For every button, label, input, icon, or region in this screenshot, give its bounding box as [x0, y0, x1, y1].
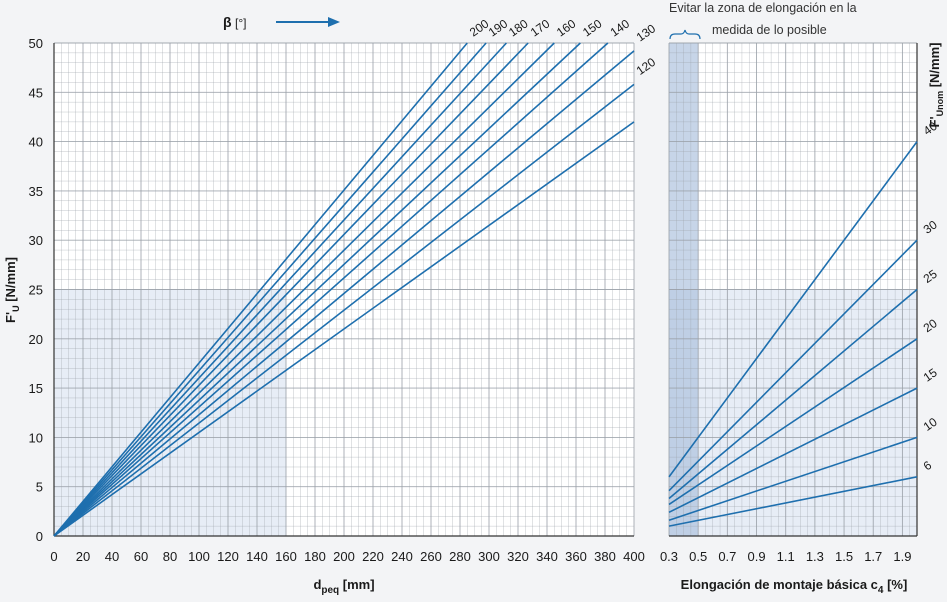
- nominal-force-label: 10: [921, 415, 940, 434]
- beta-series-line: [53, 42, 507, 537]
- right-panel: 0.3 0.5 0.7 0.9 1.1 1.3 1.5 1.7 1.9 403025201510…: [660, 1, 945, 596]
- nominal-force-label: 6: [921, 458, 935, 473]
- left-panel: 0 20 40 60 80 100 120 140 160 180 200 220 240 260 280 3…: [3, 14, 658, 596]
- right-x-tick-label: 1.3: [806, 549, 824, 564]
- left-x-tick-label: 100: [188, 549, 210, 564]
- nominal-force-line: [668, 338, 918, 506]
- avoid-zone-note-line-1: Evitar la zona de elongación en la: [669, 1, 857, 15]
- left-x-tick-label: 140: [246, 549, 268, 564]
- beta-axis-unit: [°]: [235, 16, 246, 30]
- beta-series-label: 160: [554, 16, 579, 39]
- nominal-force-line: [668, 141, 918, 478]
- nominal-force-line: [668, 387, 918, 514]
- beta-series-line: [53, 50, 635, 537]
- left-x-tick-label: 40: [105, 549, 119, 564]
- left-x-tick-label: 220: [362, 549, 384, 564]
- beta-series-line: [53, 42, 609, 537]
- right-x-tick-label: 0.9: [747, 549, 765, 564]
- left-x-tick-label: 80: [163, 549, 177, 564]
- nominal-force-label: 20: [921, 316, 940, 335]
- beta-series-label: 140: [608, 16, 633, 39]
- beta-series-line: [53, 42, 487, 537]
- right-x-tick-label: 0.7: [718, 549, 736, 564]
- right-x-tick-label: 1.5: [835, 549, 853, 564]
- left-x-tick-label: 320: [507, 549, 529, 564]
- beta-series-line: [53, 83, 635, 537]
- left-x-tick-label: 340: [536, 549, 558, 564]
- left-x-tick-label: 60: [134, 549, 148, 564]
- right-x-tick-label: 0.3: [660, 549, 678, 564]
- left-x-tick-labels: 0 20 40 60 80 100 120 140 160 180 200 220 240 260 280 3…: [50, 549, 644, 564]
- right-x-tick-label: 1.1: [777, 549, 795, 564]
- left-y-tick-label: 50: [29, 36, 43, 51]
- right-x-tick-labels: 0.3 0.5 0.7 0.9 1.1 1.3 1.5 1.7 1.9: [660, 549, 911, 564]
- left-y-tick-label: 25: [29, 283, 43, 298]
- right-grid: [668, 42, 918, 537]
- left-y-axis-title: F'U [N/mm]: [3, 257, 21, 323]
- beta-series-label: 130: [634, 21, 659, 44]
- nominal-force-line: [668, 239, 918, 492]
- nominal-force-label: 15: [921, 365, 940, 384]
- left-x-tick-label: 300: [478, 549, 500, 564]
- left-x-tick-label: 0: [50, 549, 57, 564]
- nominal-force-line: [668, 288, 918, 500]
- left-y-tick-label: 5: [36, 480, 43, 495]
- right-x-axis-title: Elongación de montaje básica c4 [%]: [681, 577, 908, 596]
- beta-series-line: [53, 42, 555, 537]
- left-x-tick-label: 120: [217, 549, 239, 564]
- beta-series-label: 120: [634, 55, 659, 78]
- beta-series-line: [53, 121, 635, 537]
- beta-axis-title: β: [223, 14, 232, 30]
- left-x-tick-label: 160: [275, 549, 297, 564]
- left-y-tick-label: 45: [29, 85, 43, 100]
- left-y-tick-label: 20: [29, 332, 43, 347]
- right-series-lines: [668, 141, 918, 527]
- right-x-tick-label: 1.9: [893, 549, 911, 564]
- left-x-tick-label: 400: [623, 549, 645, 564]
- right-x-tick-label: 0.5: [689, 549, 707, 564]
- beta-arrow-head: [328, 17, 340, 27]
- left-x-tick-label: 240: [391, 549, 413, 564]
- nominal-force-label: 30: [921, 217, 940, 236]
- left-x-tick-label: 260: [420, 549, 442, 564]
- beta-series-line: [53, 42, 581, 537]
- left-y-tick-label: 40: [29, 135, 43, 150]
- left-y-tick-label: 10: [29, 430, 43, 445]
- left-x-tick-label: 280: [449, 549, 471, 564]
- left-series-lines: [53, 42, 635, 537]
- left-x-axis-title: dpeq [mm]: [313, 577, 374, 596]
- left-y-tick-label: 30: [29, 233, 43, 248]
- left-y-tick-label: 15: [29, 381, 43, 396]
- right-y-axis-title: F'Unom [N/mm]: [927, 43, 945, 128]
- beta-series-label: 170: [528, 16, 553, 39]
- left-x-tick-label: 360: [565, 549, 587, 564]
- nominal-force-line: [668, 436, 918, 521]
- nominal-force-label: 25: [921, 267, 940, 286]
- avoid-zone-brace: [669, 29, 701, 40]
- left-y-tick-label: 0: [36, 529, 43, 544]
- beta-series-label: 150: [580, 16, 605, 39]
- beta-series-line: [53, 42, 529, 537]
- left-y-tick-label: 35: [29, 184, 43, 199]
- left-x-tick-label: 20: [76, 549, 90, 564]
- left-y-tick-labels: 0 5 10 15 20 25 30 35 40 45 50: [29, 36, 43, 544]
- nominal-force-line: [668, 476, 918, 527]
- avoid-zone-note-line-2: medida de lo posible: [712, 23, 827, 37]
- right-x-tick-label: 1.7: [864, 549, 882, 564]
- left-x-tick-label: 380: [594, 549, 616, 564]
- beta-series-line: [53, 42, 468, 537]
- left-x-tick-label: 200: [333, 549, 355, 564]
- left-grid: [53, 42, 635, 537]
- left-x-tick-label: 180: [304, 549, 326, 564]
